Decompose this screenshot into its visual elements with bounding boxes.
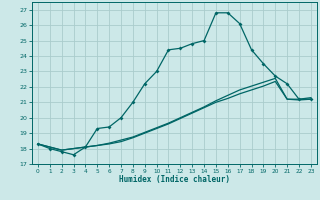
X-axis label: Humidex (Indice chaleur): Humidex (Indice chaleur) [119,175,230,184]
